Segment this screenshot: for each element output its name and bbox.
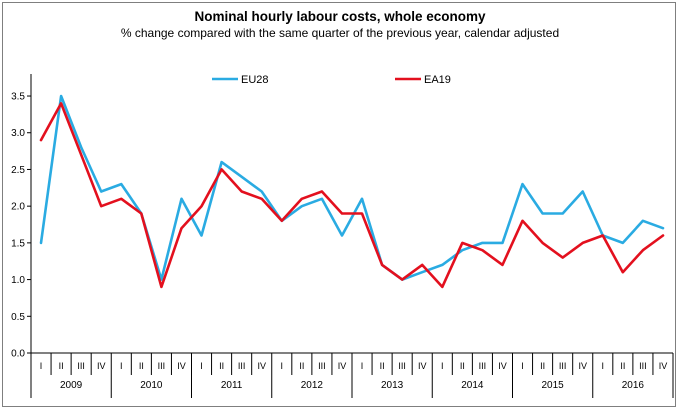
quarter-tick-label: II <box>299 361 304 371</box>
year-tick-label: 2009 <box>60 380 83 391</box>
y-tick-label: 3.0 <box>11 128 25 139</box>
series-line-ea19 <box>39 102 665 289</box>
quarter-tick-label: IV <box>97 361 106 371</box>
quarter-tick-label: IV <box>659 361 668 371</box>
quarter-tick-label: III <box>398 361 406 371</box>
year-tick-label: 2011 <box>221 380 243 391</box>
year-tick-label: 2013 <box>381 380 404 391</box>
chart-subtitle: % change compared with the same quarter … <box>120 26 560 40</box>
quarter-tick-label: I <box>120 361 123 371</box>
year-tick-label: 2012 <box>301 380 324 391</box>
quarter-tick-label: II <box>139 361 144 371</box>
y-tick-label: 2.0 <box>11 202 25 213</box>
y-tick-label: 0.0 <box>11 349 25 360</box>
quarter-tick-label: III <box>158 361 166 371</box>
quarter-tick-label: II <box>460 361 465 371</box>
quarter-tick-label: I <box>361 361 364 371</box>
quarter-tick-label: III <box>479 361 487 371</box>
quarter-tick-label: III <box>559 361 567 371</box>
quarter-tick-label: II <box>380 361 385 371</box>
chart-title: Nominal hourly labour costs, whole econo… <box>194 9 486 24</box>
quarter-tick-label: IV <box>177 361 186 371</box>
quarter-tick-label: II <box>219 361 224 371</box>
quarter-tick-label: I <box>521 361 524 371</box>
year-tick-label: 2016 <box>622 380 645 391</box>
y-tick-label: 3.5 <box>11 92 25 103</box>
quarter-tick-label: IV <box>418 361 427 371</box>
quarter-tick-label: IV <box>338 361 347 371</box>
quarter-tick-label: I <box>602 361 605 371</box>
y-tick-label: 1.5 <box>11 238 25 249</box>
quarter-tick-label: III <box>238 361 246 371</box>
quarter-tick-label: II <box>59 361 64 371</box>
y-tick-label: 0.5 <box>11 312 25 323</box>
quarter-tick-label: I <box>281 361 284 371</box>
quarter-tick-label: II <box>620 361 625 371</box>
year-tick-label: 2010 <box>140 380 163 391</box>
year-tick-label: 2015 <box>542 380 565 391</box>
quarter-tick-label: IV <box>257 361 266 371</box>
quarter-tick-label: IV <box>578 361 587 371</box>
year-tick-label: 2014 <box>461 380 484 391</box>
quarter-tick-label: II <box>540 361 545 371</box>
quarter-tick-label: I <box>200 361 203 371</box>
legend-label-ea19: EA19 <box>424 74 451 86</box>
quarter-tick-label: III <box>318 361 326 371</box>
quarter-tick-label: III <box>639 361 647 371</box>
quarter-tick-label: I <box>40 361 43 371</box>
quarter-tick-label: I <box>441 361 444 371</box>
legend-label-eu28: EU28 <box>241 74 269 86</box>
y-tick-label: 2.5 <box>11 165 25 176</box>
chart-frame <box>2 2 676 407</box>
quarter-tick-label: IV <box>498 361 507 371</box>
quarter-tick-label: III <box>77 361 85 371</box>
y-tick-label: 1.0 <box>11 275 25 286</box>
